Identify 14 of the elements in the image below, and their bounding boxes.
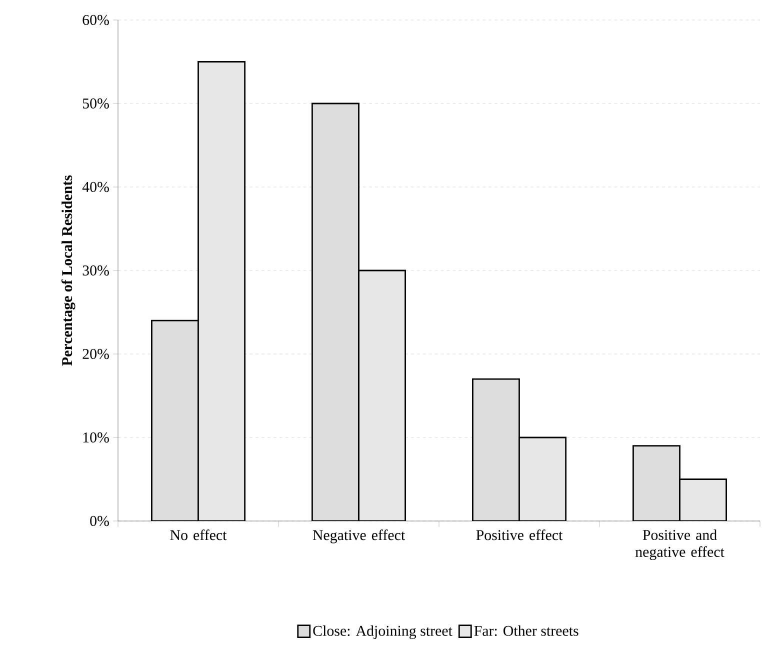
legend-label: Far: Other streets: [474, 625, 578, 636]
legend-label: Close: Adjoining street: [313, 625, 452, 639]
x-tick-label: Positive effect: [476, 530, 563, 540]
y-tick-label: 0%: [90, 516, 109, 526]
y-tick-label: 30%: [82, 265, 109, 276]
y-tick-label: 40%: [82, 182, 109, 192]
x-tick-label: Positive and negative effect: [635, 530, 724, 560]
y-tick-label: 60%: [82, 14, 109, 26]
y-axis-title: Percentage of Local Residents: [61, 175, 76, 366]
y-tick-label: 50%: [82, 98, 109, 109]
y-tick-label: 10%: [83, 432, 109, 443]
x-tick-label: Negative effect: [312, 530, 406, 544]
y-tick-label: 20%: [82, 348, 109, 360]
x-tick-label: No effect: [170, 530, 227, 540]
